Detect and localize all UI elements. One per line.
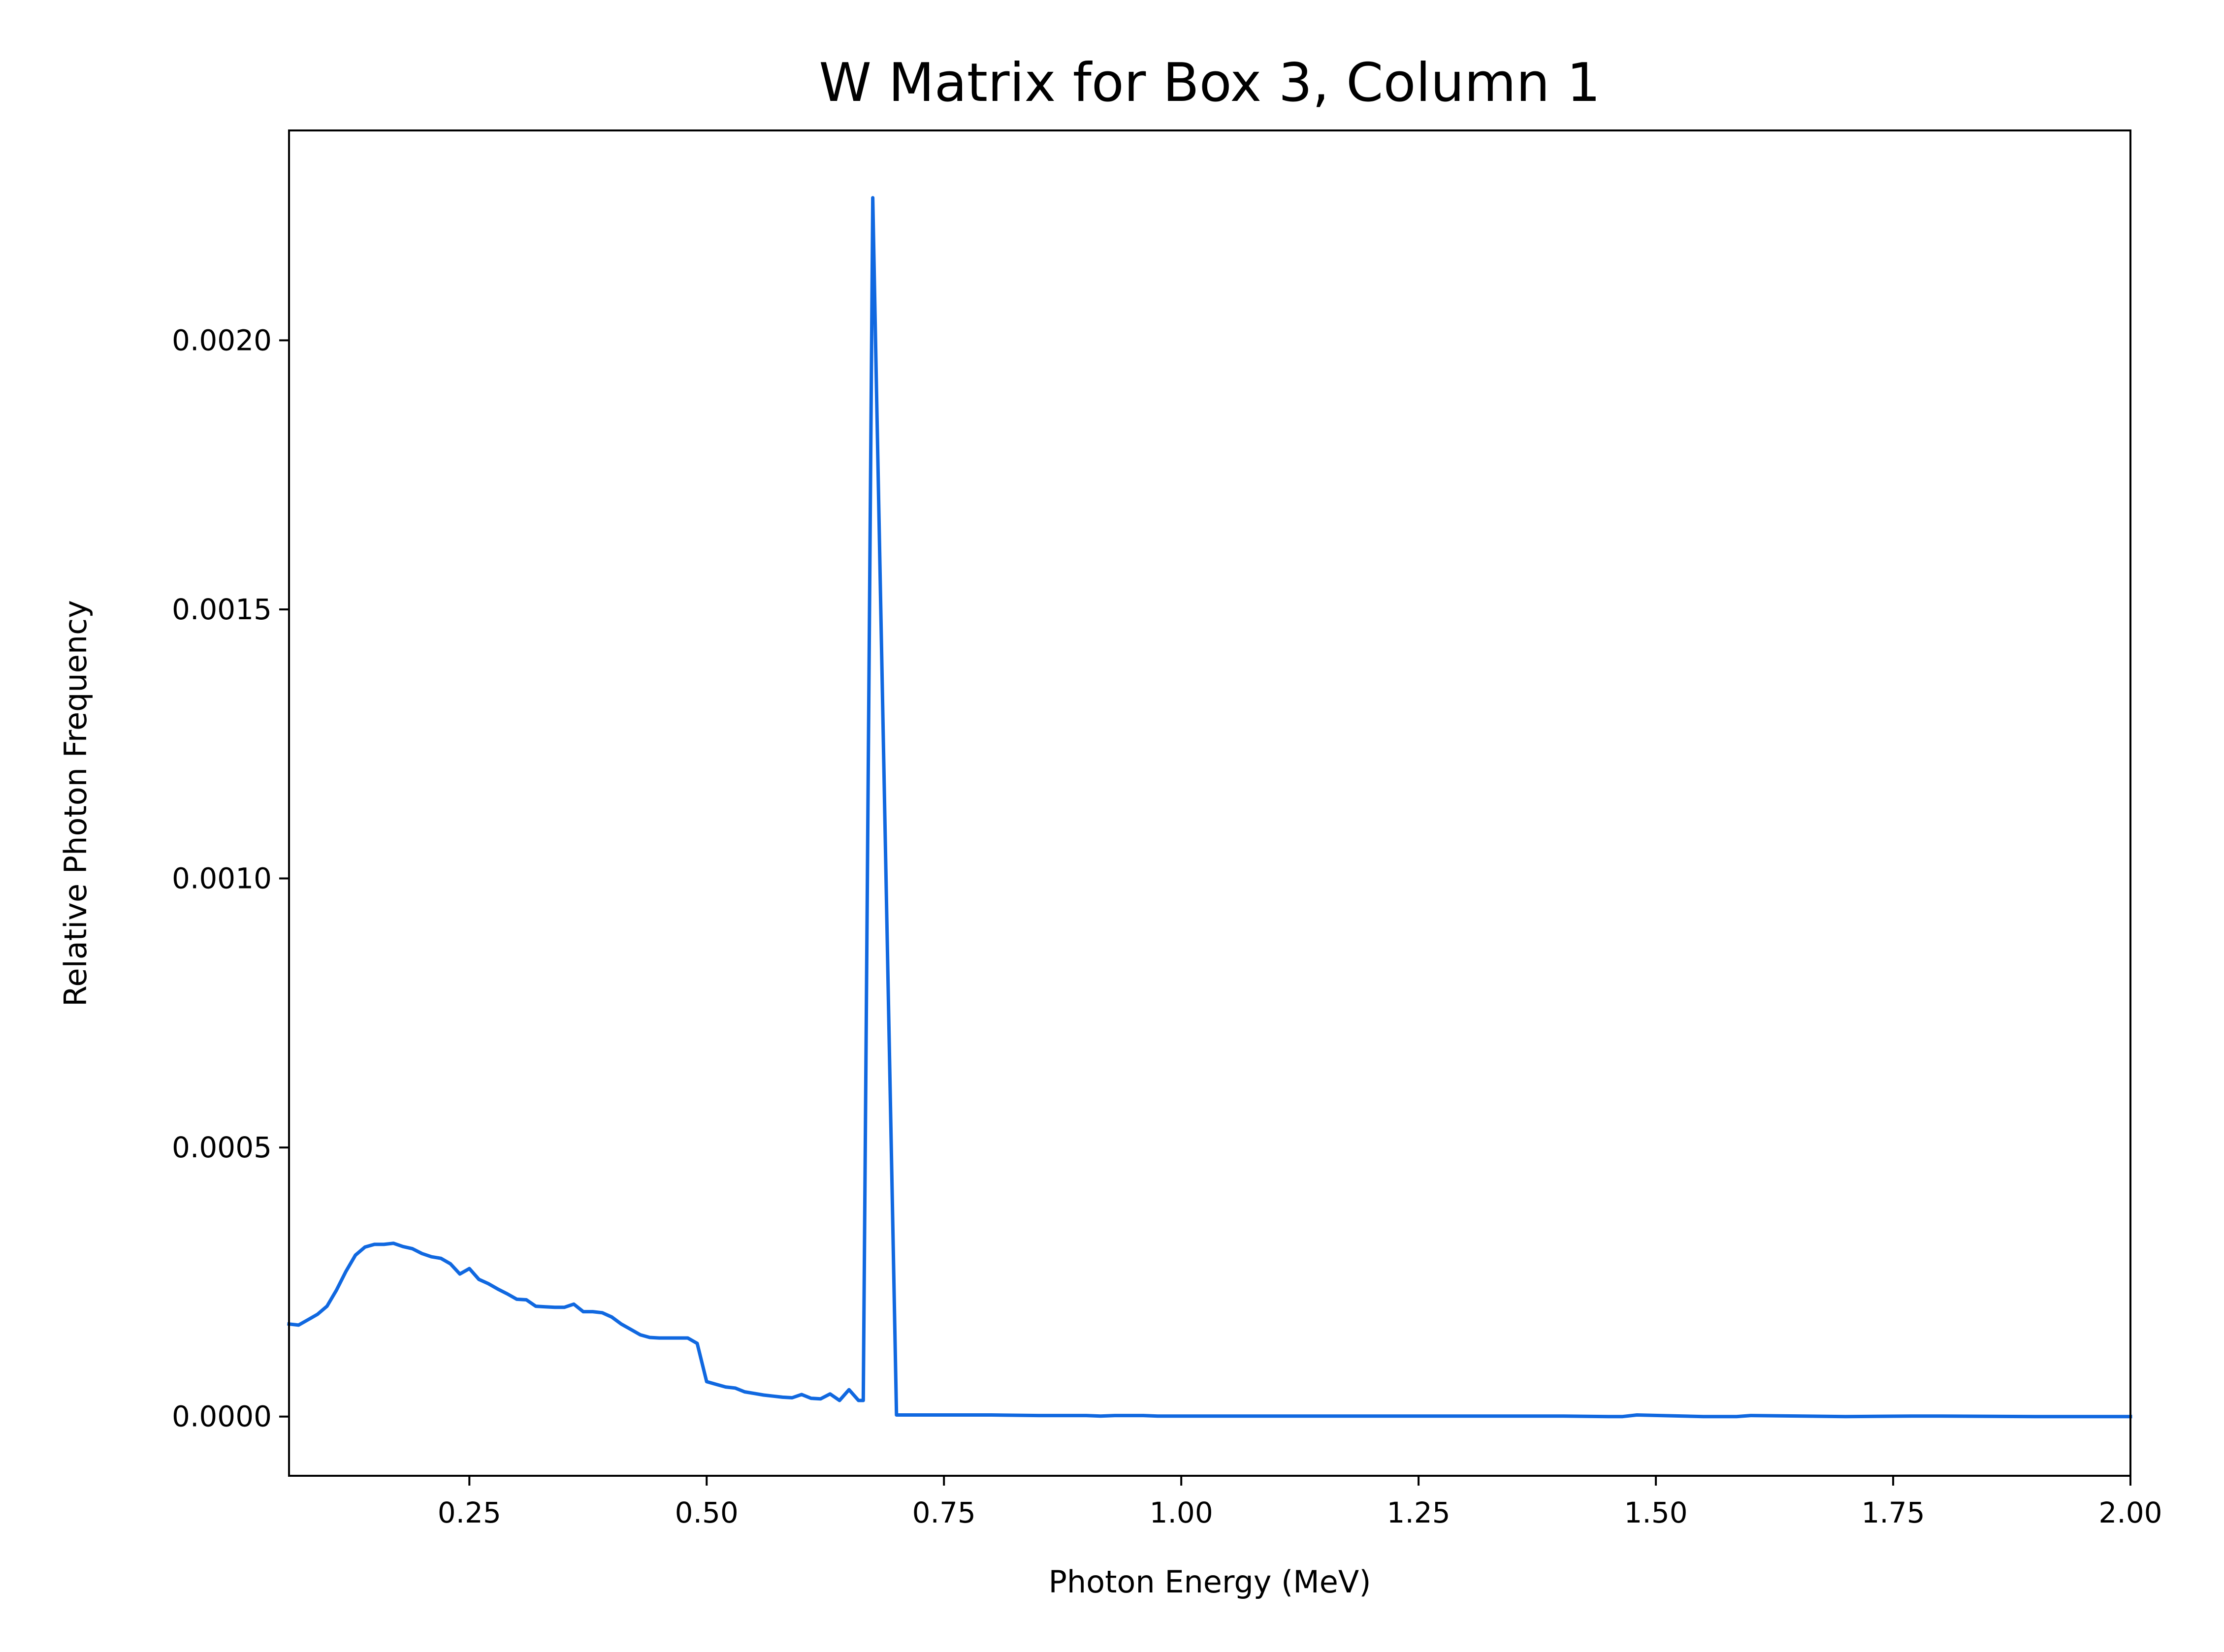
y-tick-label: 0.0005	[172, 1131, 272, 1164]
x-tick-label: 2.00	[2098, 1496, 2162, 1529]
x-tick-label: 0.50	[675, 1496, 739, 1529]
x-tick-label: 0.75	[912, 1496, 976, 1529]
y-axis-title: Relative Photon Frequency	[58, 600, 94, 1007]
x-axis-ticks: 0.25 0.50 0.75 1.00 1.25 1.50 1.75 2.00	[438, 1476, 2162, 1529]
y-tick-label: 0.0010	[172, 862, 272, 895]
x-tick-label: 1.75	[1861, 1496, 1925, 1529]
y-tick-label: 0.0020	[172, 323, 272, 357]
x-axis-title: Photon Energy (MeV)	[1048, 1564, 1371, 1600]
x-tick-label: 1.50	[1624, 1496, 1688, 1529]
plot-area-background	[289, 130, 2130, 1476]
series-line	[287, 196, 2132, 1419]
plot-area-frame	[288, 129, 2131, 1477]
x-tick-label: 0.25	[438, 1496, 501, 1529]
chart-title: W Matrix for Box 3, Column 1	[819, 52, 1600, 114]
series-layer	[287, 196, 2132, 1419]
y-axis-ticks: 0.0000 0.0005 0.0010 0.0015 0.0020	[172, 323, 289, 1433]
y-tick-label: 0.0000	[172, 1400, 272, 1433]
x-tick-label: 1.25	[1387, 1496, 1450, 1529]
y-tick-label: 0.0015	[172, 593, 272, 626]
x-tick-label: 1.00	[1150, 1496, 1213, 1529]
